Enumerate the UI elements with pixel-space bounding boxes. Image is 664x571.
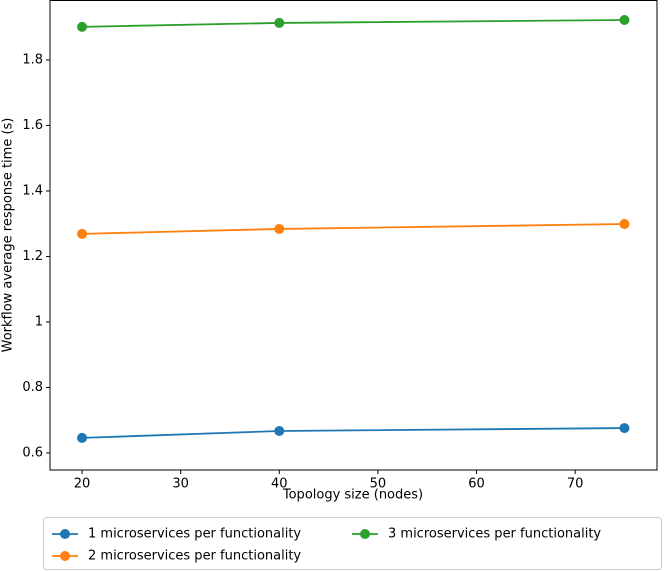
x-axis-label: Topology size (nodes) <box>282 488 423 503</box>
legend-box <box>43 517 662 570</box>
legend-label: 3 microservices per functionality <box>388 527 601 542</box>
series-marker <box>619 423 630 434</box>
legend-label: 2 microservices per functionality <box>88 549 301 564</box>
x-tick-label: 50 <box>370 477 387 492</box>
y-tick-label: 1 <box>35 314 43 329</box>
y-axis-label: Workflow average response time (s) <box>1 118 16 353</box>
legend-marker <box>360 529 370 539</box>
series-marker <box>77 21 88 32</box>
x-tick-label: 60 <box>468 477 485 492</box>
series-line <box>82 19 625 28</box>
x-tick-label: 70 <box>567 477 584 492</box>
y-tick-label: 0.8 <box>22 380 43 395</box>
legend-marker <box>60 551 70 561</box>
x-tick-label: 30 <box>172 477 189 492</box>
y-tick-label: 1.4 <box>22 183 43 198</box>
series-marker <box>274 17 285 28</box>
series-marker <box>274 426 285 437</box>
series-marker <box>77 228 88 239</box>
legend-marker <box>60 529 70 539</box>
series-marker <box>619 219 630 230</box>
x-tick-label: 20 <box>74 477 91 492</box>
y-tick-label: 1.8 <box>22 52 43 67</box>
x-tick-label: 40 <box>271 477 288 492</box>
series-marker <box>619 14 630 25</box>
y-tick-label: 1.2 <box>22 249 43 264</box>
y-tick-label: 0.6 <box>22 445 43 460</box>
series-marker <box>274 223 285 234</box>
plot-frame <box>49 0 658 471</box>
series-line <box>82 223 625 235</box>
series-marker <box>77 432 88 443</box>
y-tick-label: 1.6 <box>22 118 43 133</box>
legend-label: 1 microservices per functionality <box>88 527 301 542</box>
series-line <box>82 427 625 439</box>
